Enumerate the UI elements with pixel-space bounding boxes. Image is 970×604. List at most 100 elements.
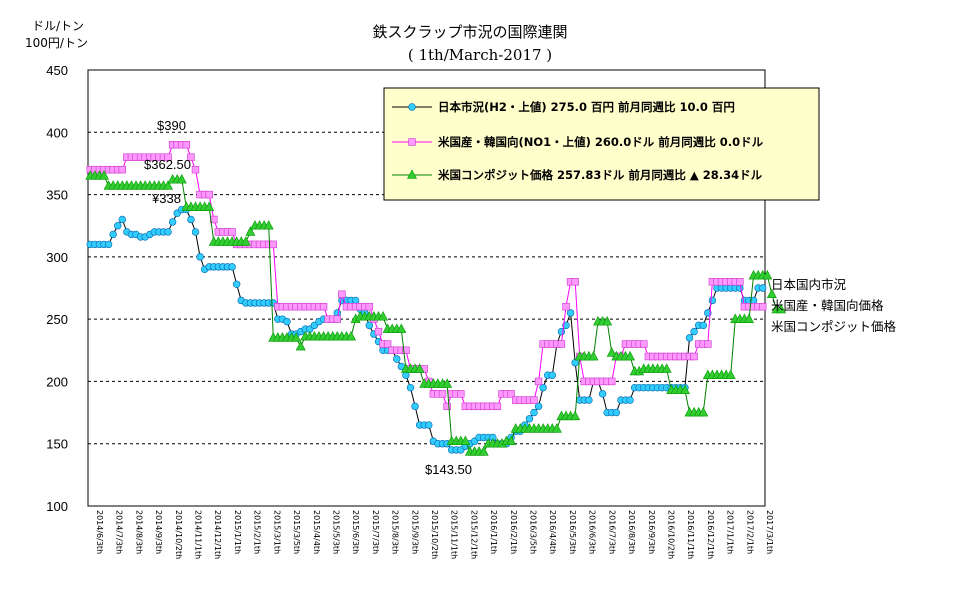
data-point (228, 228, 236, 236)
x-tick-label: 2015/11/1th (450, 510, 459, 559)
x-tick-label: 2014/6/3th (95, 510, 104, 554)
legend-label: 日本市況(H2・上値) 275.0 百円 前月同週比 10.0 百円 (438, 100, 735, 114)
data-point (393, 355, 401, 363)
x-tick-label: 2016/8/3th (627, 510, 636, 554)
data-point (493, 402, 502, 411)
data-point (205, 190, 213, 199)
x-tick-label: 2014/7/3th (115, 510, 124, 554)
data-point (240, 236, 251, 246)
x-tick-label: 2016/11/1th (686, 510, 695, 559)
series-end-label: 米国コンポジット価格 (771, 319, 897, 334)
chart-subtitle: ( 1th/March-2017 ) (408, 46, 552, 64)
series-japan (86, 205, 767, 454)
x-tick-label: 2016/4/4th (548, 510, 557, 554)
annotation-label: ¥338 (151, 191, 181, 206)
series-us-composite (85, 170, 787, 456)
data-point (704, 340, 712, 348)
data-point (402, 371, 410, 379)
data-point (585, 396, 593, 404)
data-point (685, 334, 694, 342)
y-tick-label: 250 (46, 312, 68, 327)
data-point (182, 141, 191, 149)
data-point (640, 340, 648, 348)
x-tick-label: 2015/7/3th (371, 510, 380, 554)
x-tick-label: 2015/5/3th (331, 510, 340, 554)
data-point (414, 363, 425, 373)
x-tick-label: 2016/12/1th (706, 510, 715, 559)
data-point (562, 302, 570, 311)
series-layer (85, 141, 787, 456)
data-point (460, 435, 471, 446)
data-point (443, 402, 451, 411)
y-unit-usd: ドル/トン (32, 19, 84, 33)
data-point (187, 215, 195, 224)
legend-box (383, 87, 820, 201)
legend-marker (408, 138, 416, 146)
data-point (626, 396, 634, 404)
data-point (204, 201, 215, 211)
data-point (725, 369, 736, 380)
data-point (333, 315, 342, 323)
annotation-label: $362.50 (144, 157, 191, 172)
data-point (766, 288, 777, 299)
data-point (383, 340, 392, 348)
x-tick-label: 2016/2/1th (509, 510, 518, 554)
data-point (507, 390, 515, 398)
data-point (690, 352, 698, 361)
data-point (164, 153, 172, 161)
legend-label: 米国産・韓国向(NO1・上値) 260.0ドル 前月同週比 0.0ドル (437, 135, 764, 149)
data-point (319, 302, 328, 311)
data-point (191, 228, 200, 236)
x-tick-label: 2015/10/2th (430, 510, 439, 559)
data-point (534, 377, 543, 386)
x-tick-label: 2017/1/1th (726, 510, 735, 554)
x-tick-label: 2015/2/1th (253, 510, 262, 554)
data-point (263, 220, 274, 230)
data-point (534, 402, 543, 411)
data-point (776, 303, 787, 314)
data-point (406, 383, 415, 392)
data-point (530, 408, 538, 417)
data-point (525, 415, 534, 423)
series-end-label: 日本国内市況 (771, 277, 847, 292)
data-point (295, 340, 306, 351)
data-point (736, 284, 744, 292)
data-point (187, 153, 195, 161)
y-tick-label: 100 (46, 499, 68, 514)
y-tick-label: 200 (46, 374, 68, 389)
data-point (571, 278, 579, 286)
data-point (608, 377, 616, 386)
data-point (566, 309, 575, 317)
data-point (232, 280, 241, 288)
data-point (539, 383, 547, 392)
data-point (548, 371, 556, 379)
data-point (551, 423, 562, 433)
x-tick-label: 2015/8/3th (391, 510, 400, 554)
x-tick-label: 2016/10/2th (666, 510, 675, 559)
series-line (90, 209, 763, 451)
data-point (269, 240, 277, 249)
data-point (759, 284, 767, 292)
data-point (365, 302, 374, 311)
data-point (425, 421, 433, 429)
data-point (612, 408, 621, 417)
y-tick-label: 150 (46, 437, 68, 452)
chart-title: 鉄スクラップ市況の国際連関 (372, 23, 567, 41)
data-point (557, 340, 566, 348)
data-point (346, 330, 357, 341)
data-point (228, 263, 236, 271)
data-point (338, 290, 346, 298)
data-point (442, 378, 453, 388)
data-point (164, 228, 172, 236)
data-point (245, 226, 256, 236)
y-tick-label: 450 (46, 63, 68, 78)
data-point (530, 396, 538, 404)
y-tick-label: 350 (46, 188, 68, 203)
data-point (679, 384, 690, 394)
x-tick-label: 2016/7/3th (607, 510, 616, 554)
data-point (557, 327, 566, 336)
x-tick-label: 2015/6/3th (351, 510, 360, 554)
data-point (351, 296, 360, 305)
data-point (109, 230, 117, 239)
data-point (99, 170, 110, 180)
